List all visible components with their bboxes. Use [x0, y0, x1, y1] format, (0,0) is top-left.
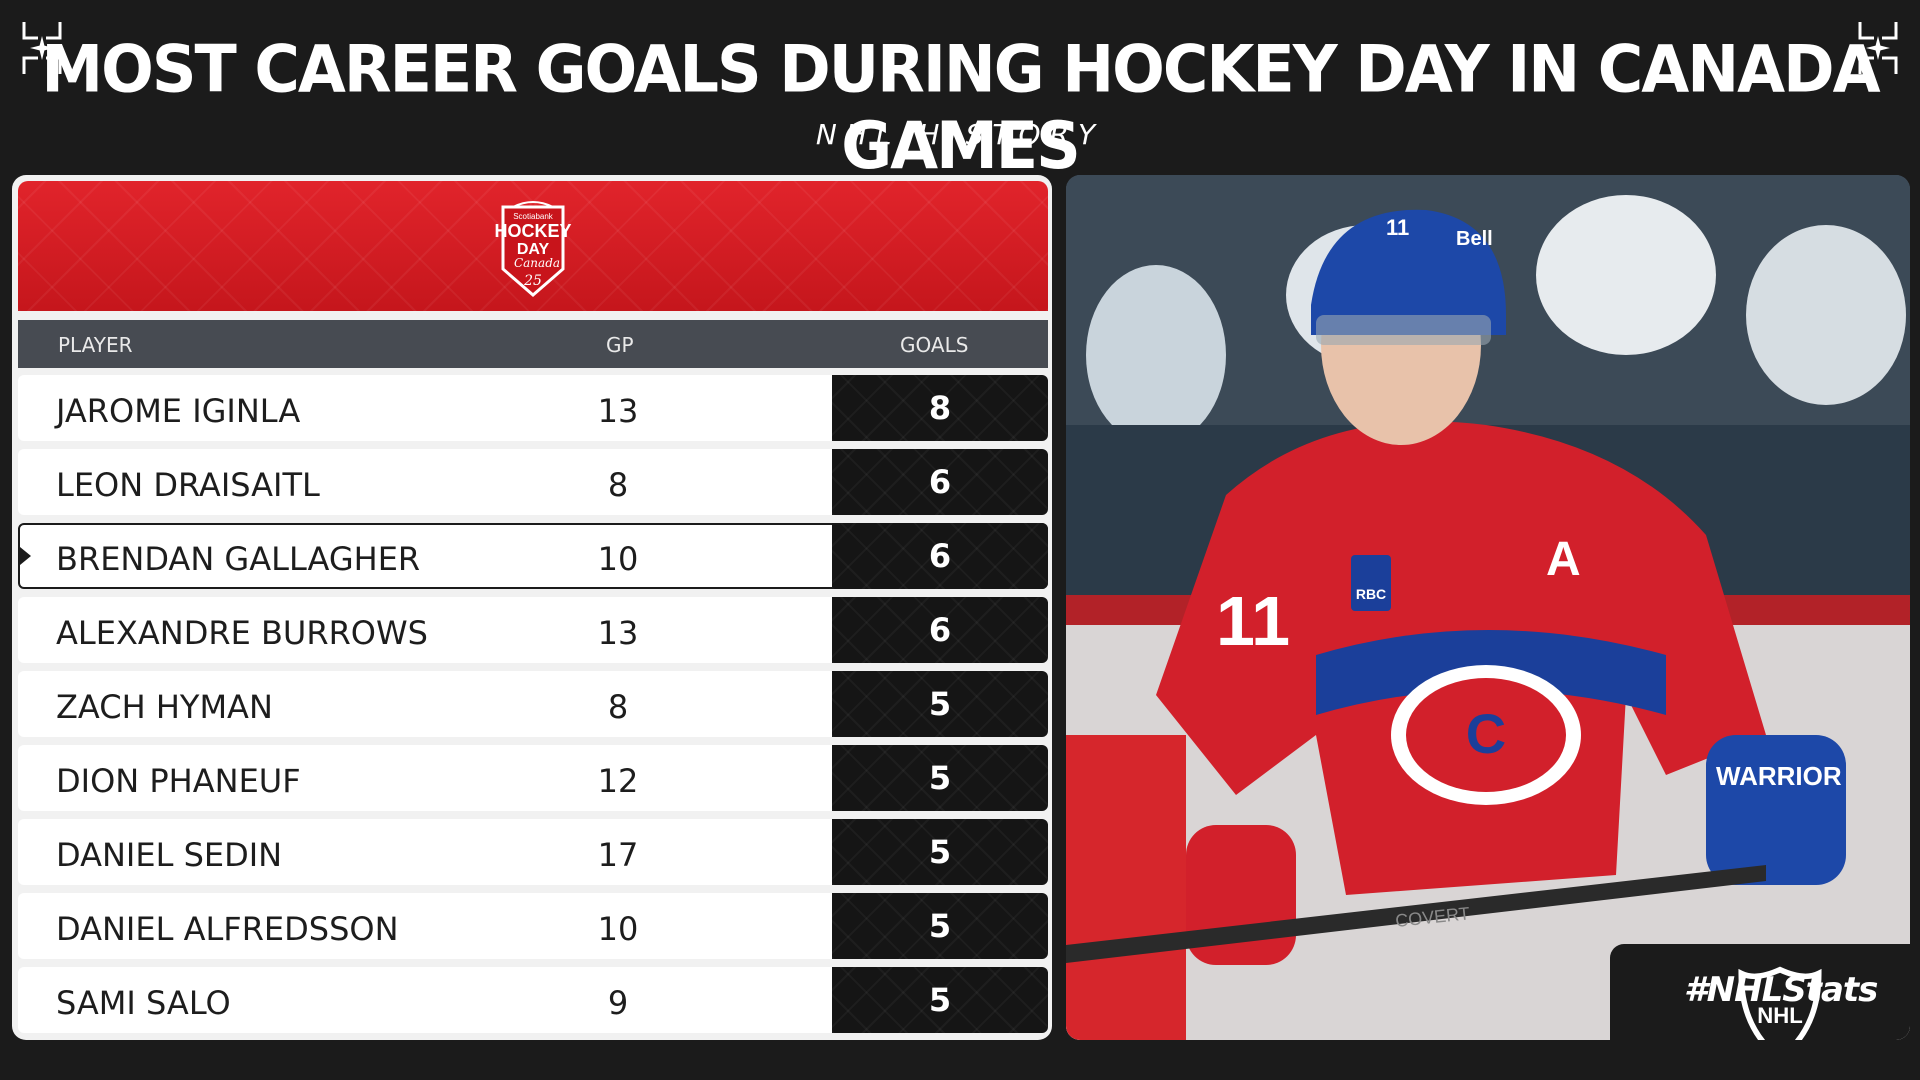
- player-name: ZACH HYMAN: [56, 688, 273, 726]
- goals-value: 6: [832, 523, 1048, 589]
- player-name: LEON DRAISAITL: [56, 466, 320, 504]
- player-name: SAMI SALO: [56, 984, 231, 1022]
- highlight-marker-icon: [20, 547, 31, 565]
- svg-text:RBC: RBC: [1356, 586, 1386, 602]
- goals-value: 5: [832, 893, 1048, 959]
- games-played: 10: [597, 910, 639, 948]
- svg-text:DAY: DAY: [517, 241, 550, 258]
- page-title: MOST CAREER GOALS DURING HOCKEY DAY IN C…: [41, 30, 1880, 184]
- svg-text:Canada: Canada: [514, 256, 560, 270]
- player-name: DANIEL ALFREDSSON: [56, 910, 399, 948]
- svg-text:HOCKEY: HOCKEY: [494, 221, 571, 241]
- goals-value: 5: [832, 967, 1048, 1033]
- player-name: DION PHANEUF: [56, 762, 301, 800]
- player-name: JAROME IGINLA: [56, 392, 301, 430]
- nhl-stats-badge: NHL #NHLStats: [1610, 944, 1910, 1040]
- page-subtitle: NHL HISTORY: [815, 118, 1105, 151]
- table-header: PLAYER GP GOALS: [18, 320, 1048, 368]
- svg-text:C: C: [1466, 702, 1506, 765]
- games-played: 8: [607, 466, 629, 504]
- svg-text:11: 11: [1216, 582, 1290, 660]
- column-header-gp: GP: [606, 333, 634, 357]
- table-body: JAROME IGINLA 13 8 LEON DRAISAITL 8 6 BR…: [18, 375, 1048, 1041]
- table-row: ZACH HYMAN 8 5: [18, 671, 1048, 737]
- table-row: LEON DRAISAITL 8 6: [18, 449, 1048, 515]
- svg-text:Bell: Bell: [1456, 228, 1493, 250]
- games-played: 9: [607, 984, 629, 1022]
- svg-text:25: 25: [523, 273, 542, 289]
- games-played: 13: [597, 392, 639, 430]
- games-played: 12: [597, 762, 639, 800]
- corner-crosshair-icon: [20, 18, 64, 78]
- nhl-shield-icon: NHL: [1738, 966, 1822, 1040]
- player-name: ALEXANDRE BURROWS: [56, 614, 428, 652]
- goals-value: 5: [832, 745, 1048, 811]
- games-played: 13: [597, 614, 639, 652]
- goals-value: 5: [832, 819, 1048, 885]
- table-row: DANIEL ALFREDSSON 10 5: [18, 893, 1048, 959]
- table-row: BRENDAN GALLAGHER 10 6: [18, 523, 1048, 589]
- player-photo: C 11 A RBC 11 Bell WARRIOR COVERT NHL #N…: [1066, 175, 1910, 1040]
- corner-crosshair-icon: [1856, 18, 1900, 78]
- svg-text:WARRIOR: WARRIOR: [1716, 761, 1842, 791]
- table-row: JAROME IGINLA 13 8: [18, 375, 1048, 441]
- games-played: 10: [597, 540, 639, 578]
- table-row: DANIEL SEDIN 17 5: [18, 819, 1048, 885]
- games-played: 8: [607, 688, 629, 726]
- hockey-day-in-canada-logo: Scotiabank HOCKEY DAY Canada 25: [483, 199, 583, 299]
- table-row: SAMI SALO 9 5: [18, 967, 1048, 1033]
- table-banner: Scotiabank HOCKEY DAY Canada 25: [18, 181, 1048, 311]
- column-header-player: PLAYER: [58, 333, 133, 357]
- player-name: DANIEL SEDIN: [56, 836, 283, 874]
- goals-value: 6: [832, 597, 1048, 663]
- table-row: ALEXANDRE BURROWS 13 6: [18, 597, 1048, 663]
- column-header-goals: GOALS: [900, 333, 969, 357]
- svg-text:Scotiabank: Scotiabank: [513, 212, 554, 221]
- svg-text:11: 11: [1386, 215, 1409, 240]
- goals-value: 8: [832, 375, 1048, 441]
- goals-value: 6: [832, 449, 1048, 515]
- table-row: DION PHANEUF 12 5: [18, 745, 1048, 811]
- player-name: BRENDAN GALLAGHER: [56, 540, 421, 578]
- games-played: 17: [597, 836, 639, 874]
- stats-table-panel: Scotiabank HOCKEY DAY Canada 25 PLAYER G…: [12, 175, 1052, 1040]
- goals-value: 5: [832, 671, 1048, 737]
- svg-text:NHL: NHL: [1757, 1003, 1803, 1028]
- svg-text:A: A: [1546, 533, 1581, 586]
- hashtag-label: #NHLStats: [1684, 970, 1878, 1010]
